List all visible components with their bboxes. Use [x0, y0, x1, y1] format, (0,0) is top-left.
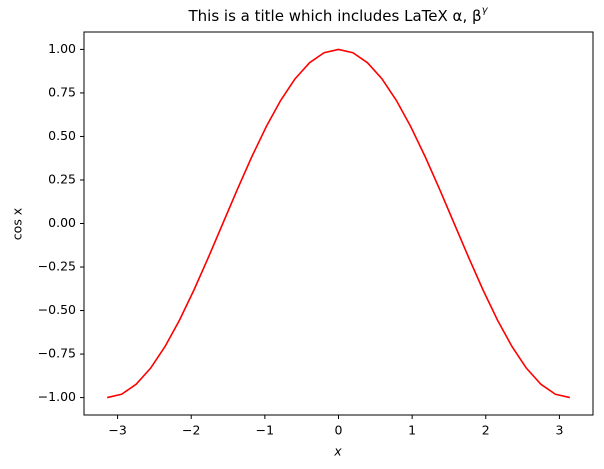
x-tick-label: 1 — [408, 423, 416, 438]
x-tick-label: −3 — [108, 423, 126, 438]
axes-frame — [83, 31, 594, 416]
chart-title: This is a title which includes LaTeX α, … — [188, 5, 489, 25]
x-tick-label: 2 — [482, 423, 490, 438]
x-axis-label: x — [333, 444, 342, 459]
x-tick-label: 3 — [555, 423, 563, 438]
y-tick-label: −0.50 — [38, 302, 76, 317]
line — [106, 48, 571, 399]
y-tick-label: 0.00 — [48, 215, 76, 230]
y-tick-label: 0.75 — [48, 84, 76, 99]
y-tick-label: −1.00 — [38, 389, 76, 404]
title-superscript: γ — [482, 5, 489, 16]
y-tick-label: −0.25 — [38, 259, 76, 274]
y-tick-label: −0.75 — [38, 346, 76, 361]
x-tick-label: −2 — [182, 423, 200, 438]
x-tick-label: 0 — [335, 423, 343, 438]
x-tick-label: −1 — [256, 423, 274, 438]
y-tick-label: 0.25 — [48, 171, 76, 186]
y-axis-label: cos x — [10, 208, 25, 240]
y-tick-label: 0.50 — [48, 128, 76, 143]
y-tick-label: 1.00 — [48, 41, 76, 56]
title-main: This is a title which includes LaTeX α, … — [188, 7, 482, 25]
